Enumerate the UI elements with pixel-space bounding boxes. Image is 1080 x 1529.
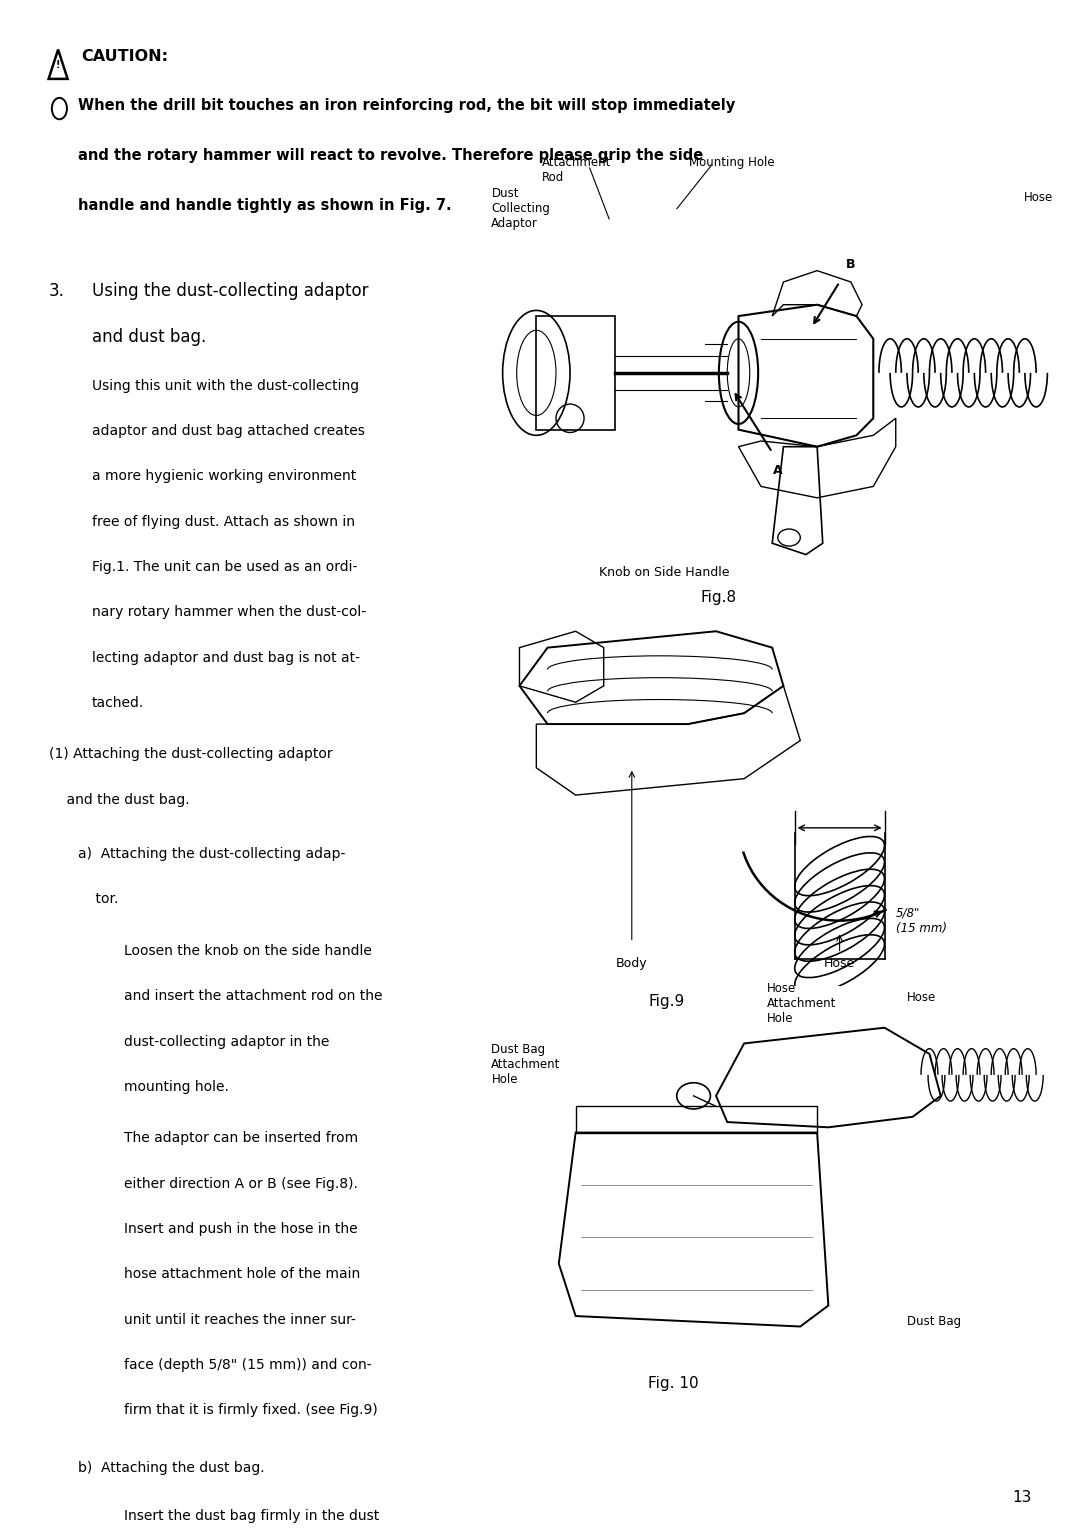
Text: handle and handle tightly as shown in Fig. 7.: handle and handle tightly as shown in Fi… xyxy=(78,199,451,213)
Text: lecting adaptor and dust bag is not at-: lecting adaptor and dust bag is not at- xyxy=(92,650,360,665)
Text: Using this unit with the dust-collecting: Using this unit with the dust-collecting xyxy=(92,379,359,393)
Text: Insert the dust bag firmly in the dust: Insert the dust bag firmly in the dust xyxy=(124,1509,379,1523)
Text: and insert the attachment rod on the: and insert the attachment rod on the xyxy=(124,989,382,1003)
Text: firm that it is firmly fixed. (see Fig.9): firm that it is firmly fixed. (see Fig.9… xyxy=(124,1404,378,1417)
Text: Fig.8: Fig.8 xyxy=(700,590,737,605)
Text: When the drill bit touches an iron reinforcing rod, the bit will stop immediatel: When the drill bit touches an iron reinf… xyxy=(78,98,735,113)
Text: Fig.9: Fig.9 xyxy=(648,994,685,1009)
Text: Dust: Dust xyxy=(491,187,518,200)
Text: Hose: Hose xyxy=(767,982,796,995)
Text: (1) Attaching the dust-collecting adaptor: (1) Attaching the dust-collecting adapto… xyxy=(49,748,333,761)
Text: 13: 13 xyxy=(1012,1489,1031,1505)
Text: Loosen the knob on the side handle: Loosen the knob on the side handle xyxy=(124,943,373,957)
Text: free of flying dust. Attach as shown in: free of flying dust. Attach as shown in xyxy=(92,515,355,529)
Text: Hose: Hose xyxy=(907,991,936,1005)
Text: unit until it reaches the inner sur-: unit until it reaches the inner sur- xyxy=(124,1312,356,1327)
Text: and the dust bag.: and the dust bag. xyxy=(49,792,189,807)
Text: hose attachment hole of the main: hose attachment hole of the main xyxy=(124,1268,361,1281)
Text: Attachment: Attachment xyxy=(767,997,836,1011)
Text: face (depth 5/8" (15 mm)) and con-: face (depth 5/8" (15 mm)) and con- xyxy=(124,1358,372,1372)
Text: Fig.1. The unit can be used as an ordi-: Fig.1. The unit can be used as an ordi- xyxy=(92,560,357,573)
Text: Hose: Hose xyxy=(1024,191,1053,205)
Text: Insert and push in the hose in the: Insert and push in the hose in the xyxy=(124,1222,357,1235)
Text: CAUTION:: CAUTION: xyxy=(81,49,168,64)
Text: !: ! xyxy=(56,61,60,70)
Text: nary rotary hammer when the dust-col-: nary rotary hammer when the dust-col- xyxy=(92,605,366,619)
Text: b)  Attaching the dust bag.: b) Attaching the dust bag. xyxy=(78,1460,265,1475)
Text: a more hygienic working environment: a more hygienic working environment xyxy=(92,469,356,483)
Text: tor.: tor. xyxy=(78,893,118,907)
Text: Collecting: Collecting xyxy=(491,202,551,216)
Text: and the rotary hammer will react to revolve. Therefore please grip the side: and the rotary hammer will react to revo… xyxy=(78,148,703,164)
Text: either direction A or B (see Fig.8).: either direction A or B (see Fig.8). xyxy=(124,1177,359,1191)
Text: The adaptor can be inserted from: The adaptor can be inserted from xyxy=(124,1131,359,1145)
Text: Dust Bag: Dust Bag xyxy=(491,1043,545,1057)
Text: 3.: 3. xyxy=(49,281,65,300)
Text: Dust Bag: Dust Bag xyxy=(907,1315,961,1329)
Text: Mounting Hole: Mounting Hole xyxy=(689,156,774,170)
Text: tached.: tached. xyxy=(92,696,144,709)
Text: mounting hole.: mounting hole. xyxy=(124,1079,229,1093)
Text: Fig. 10: Fig. 10 xyxy=(648,1376,699,1391)
Text: Hole: Hole xyxy=(491,1073,518,1087)
Text: Adaptor: Adaptor xyxy=(491,217,538,231)
Text: a)  Attaching the dust-collecting adap-: a) Attaching the dust-collecting adap- xyxy=(78,847,346,861)
Text: adaptor and dust bag attached creates: adaptor and dust bag attached creates xyxy=(92,424,365,437)
Text: Using the dust-collecting adaptor: Using the dust-collecting adaptor xyxy=(92,281,368,300)
Text: Knob on Side Handle: Knob on Side Handle xyxy=(599,566,730,579)
Text: and dust bag.: and dust bag. xyxy=(92,329,206,346)
Text: Rod: Rod xyxy=(542,171,565,185)
Text: Attachment: Attachment xyxy=(542,156,611,170)
Text: Hole: Hole xyxy=(767,1012,794,1026)
Text: dust-collecting adaptor in the: dust-collecting adaptor in the xyxy=(124,1035,329,1049)
Text: Attachment: Attachment xyxy=(491,1058,561,1072)
